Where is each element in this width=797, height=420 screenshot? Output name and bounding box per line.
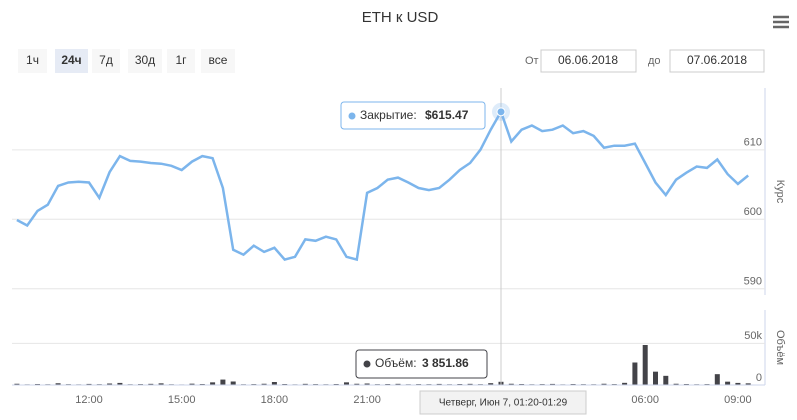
time-label-box bbox=[419, 390, 587, 415]
tooltip-label: Объём: bbox=[375, 356, 417, 370]
from-input[interactable] bbox=[540, 49, 637, 73]
x-tick-label: 15:00 bbox=[168, 394, 196, 406]
volume-bar bbox=[745, 383, 751, 385]
volume-bar bbox=[508, 383, 514, 385]
volume-bar bbox=[467, 383, 473, 385]
volume-tooltip bbox=[355, 349, 488, 379]
range-button[interactable] bbox=[92, 49, 120, 73]
volume-bar bbox=[189, 383, 195, 385]
y-tick-label: 590 bbox=[744, 276, 762, 288]
volume-bar bbox=[14, 383, 20, 385]
volume-bar bbox=[714, 374, 720, 385]
y-axis-title: Курс bbox=[774, 180, 786, 204]
volume-bar bbox=[488, 383, 494, 385]
volume-bar bbox=[271, 382, 277, 385]
volume-bar bbox=[735, 382, 741, 385]
range-button-label[interactable]: 24ч bbox=[61, 53, 81, 67]
tooltip-value: 3 851.86 bbox=[422, 356, 469, 370]
to-input[interactable] bbox=[669, 49, 765, 73]
volume-bar bbox=[642, 345, 648, 385]
from-date[interactable]: 06.06.2018 bbox=[558, 53, 618, 67]
range-button-label[interactable]: 1г bbox=[175, 53, 187, 67]
y-tick-label: 50k bbox=[744, 330, 762, 342]
volume-bar bbox=[117, 382, 123, 385]
volume-bar bbox=[148, 383, 154, 385]
y-axis-title: Объём bbox=[774, 330, 786, 365]
tooltip-dot bbox=[363, 360, 371, 368]
to-label: до bbox=[648, 55, 661, 67]
range-button-label[interactable]: 7д bbox=[99, 53, 113, 67]
hover-point bbox=[496, 107, 506, 117]
from-label: От bbox=[525, 55, 539, 67]
time-label: Четверг, Июн 7, 01:20-01:29 bbox=[439, 398, 568, 409]
to-date[interactable]: 07.06.2018 bbox=[687, 53, 747, 67]
volume-bar bbox=[210, 382, 216, 385]
menu-button[interactable] bbox=[770, 12, 792, 32]
volume-bar bbox=[663, 375, 669, 385]
volume-bar bbox=[55, 383, 61, 385]
volume-bar bbox=[107, 383, 113, 385]
tooltip-label: Закрытие: bbox=[360, 108, 417, 122]
volume-bar bbox=[550, 383, 555, 385]
range-button[interactable] bbox=[18, 49, 47, 73]
volume-bar bbox=[354, 383, 360, 385]
volume-bar bbox=[158, 383, 164, 385]
volume-bar bbox=[632, 362, 638, 385]
range-button-label[interactable]: все bbox=[209, 53, 228, 67]
tooltip-dot bbox=[348, 112, 356, 120]
volume-bar bbox=[436, 383, 442, 385]
volume-bar bbox=[364, 383, 370, 385]
volume-bar bbox=[261, 383, 267, 385]
volume-bar bbox=[653, 371, 658, 385]
volume-bar bbox=[302, 383, 308, 385]
volume-bar bbox=[220, 379, 226, 385]
y-tick-label: 0 bbox=[756, 372, 762, 384]
price-tooltip bbox=[340, 101, 486, 130]
x-tick-label: 06:00 bbox=[631, 394, 659, 406]
chart-title: ETH к USD bbox=[362, 9, 439, 26]
range-button[interactable] bbox=[167, 49, 195, 73]
range-button[interactable] bbox=[201, 49, 235, 73]
volume-bar bbox=[86, 383, 92, 385]
range-button-label[interactable]: 1ч bbox=[26, 53, 39, 67]
y-tick-label: 600 bbox=[744, 206, 762, 218]
tooltip-value: $615.47 bbox=[425, 108, 469, 122]
y-tick-label: 610 bbox=[744, 137, 762, 149]
volume-bar bbox=[622, 382, 628, 385]
volume-bar bbox=[673, 383, 679, 385]
volume-bar bbox=[344, 382, 349, 385]
x-tick-label: 09:00 bbox=[724, 394, 752, 406]
volume-bar bbox=[395, 383, 401, 385]
range-button[interactable] bbox=[128, 49, 162, 73]
x-tick-label: 18:00 bbox=[261, 394, 289, 406]
volume-bar bbox=[601, 383, 607, 385]
x-tick-label: 21:00 bbox=[353, 394, 381, 406]
range-button-label[interactable]: 30д bbox=[135, 53, 155, 67]
volume-bar bbox=[230, 381, 236, 385]
range-button[interactable] bbox=[55, 49, 88, 73]
price-line bbox=[16, 108, 749, 262]
x-tick-label: 12:00 bbox=[75, 394, 103, 406]
volume-bar bbox=[725, 381, 731, 385]
